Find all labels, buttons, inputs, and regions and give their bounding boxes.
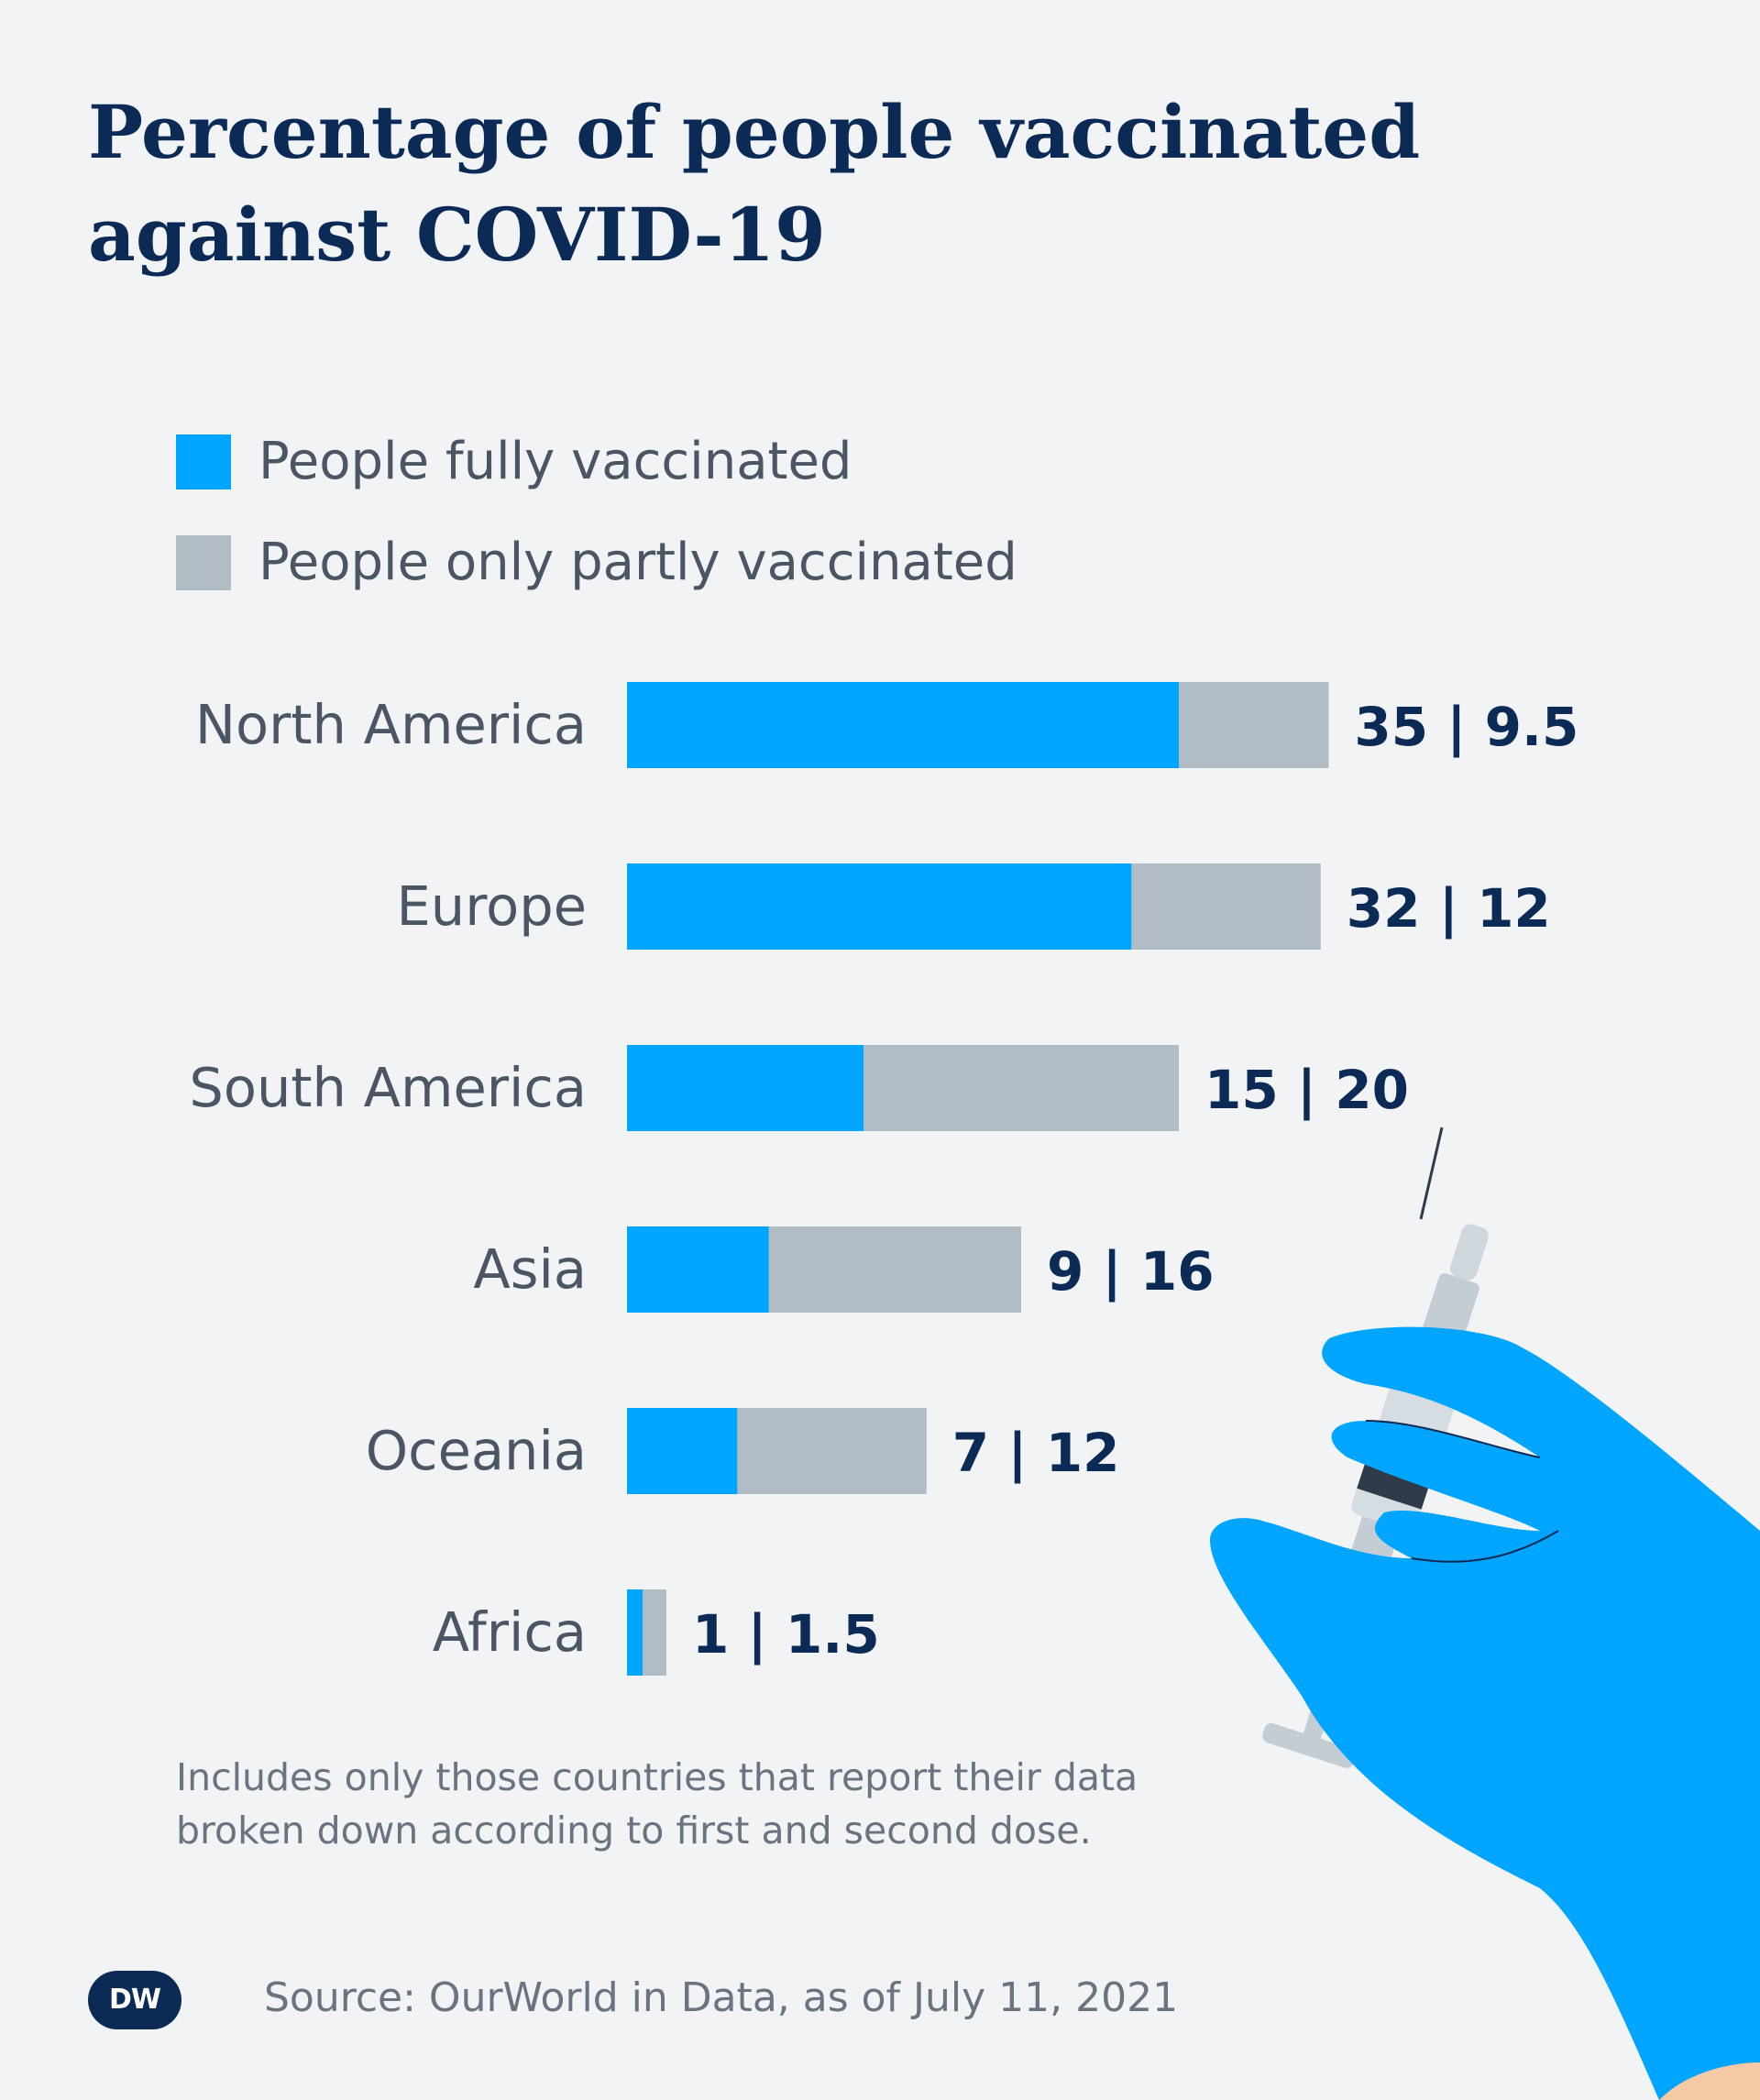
bar-fully-vaccinated	[627, 863, 1132, 950]
source-note: Source: OurWorld in Data, as of July 11,…	[264, 1974, 1179, 2021]
footnote: Includes only those countries that repor…	[176, 1751, 1276, 1857]
bar-fully-vaccinated	[627, 682, 1179, 768]
category-label: Asia	[473, 1237, 587, 1301]
bar-partly-vaccinated	[1179, 682, 1329, 768]
category-label: North America	[195, 693, 587, 756]
bar-fully-vaccinated	[627, 1045, 864, 1131]
data-label: 35 | 9.5	[1354, 696, 1578, 758]
data-label: 15 | 20	[1204, 1059, 1409, 1121]
category-label: Africa	[433, 1600, 587, 1664]
category-label: South America	[189, 1056, 587, 1119]
footnote-line-1: Includes only those countries that repor…	[176, 1755, 1138, 1799]
gloved-hand-syringe-icon	[1210, 1127, 1760, 2100]
bar-partly-vaccinated	[768, 1226, 1021, 1313]
legend-swatch-partial	[176, 535, 231, 590]
bar-partly-vaccinated	[1131, 863, 1321, 950]
bar-fully-vaccinated	[627, 1589, 644, 1676]
category-label: Europe	[397, 874, 587, 938]
footnote-line-2: broken down according to first and secon…	[176, 1809, 1092, 1853]
data-label: 7 | 12	[952, 1422, 1120, 1484]
data-label: 1 | 1.5	[692, 1603, 880, 1666]
legend-swatch-full	[176, 434, 231, 489]
data-label: 9 | 16	[1047, 1240, 1215, 1303]
bar-fully-vaccinated	[627, 1226, 769, 1313]
bar-chart: North America 35 | 9.5 Europe 32 | 12 South …	[189, 682, 1578, 1676]
bar-partly-vaccinated	[737, 1408, 927, 1494]
bar-partly-vaccinated	[864, 1045, 1179, 1131]
legend-label-full: People fully vaccinated	[258, 432, 852, 491]
chart-title: Percentage of people vaccinated against …	[88, 81, 1555, 286]
category-label: Oceania	[366, 1419, 587, 1482]
title-line-1: Percentage of people vaccinated	[88, 89, 1421, 175]
title-line-2: against COVID-19	[88, 192, 826, 278]
dw-logo-icon: DW	[88, 1971, 182, 2029]
bar-fully-vaccinated	[627, 1408, 738, 1494]
legend-label-partial: People only partly vaccinated	[258, 533, 1018, 592]
bar-partly-vaccinated	[643, 1589, 666, 1676]
data-label: 32 | 12	[1347, 877, 1551, 940]
